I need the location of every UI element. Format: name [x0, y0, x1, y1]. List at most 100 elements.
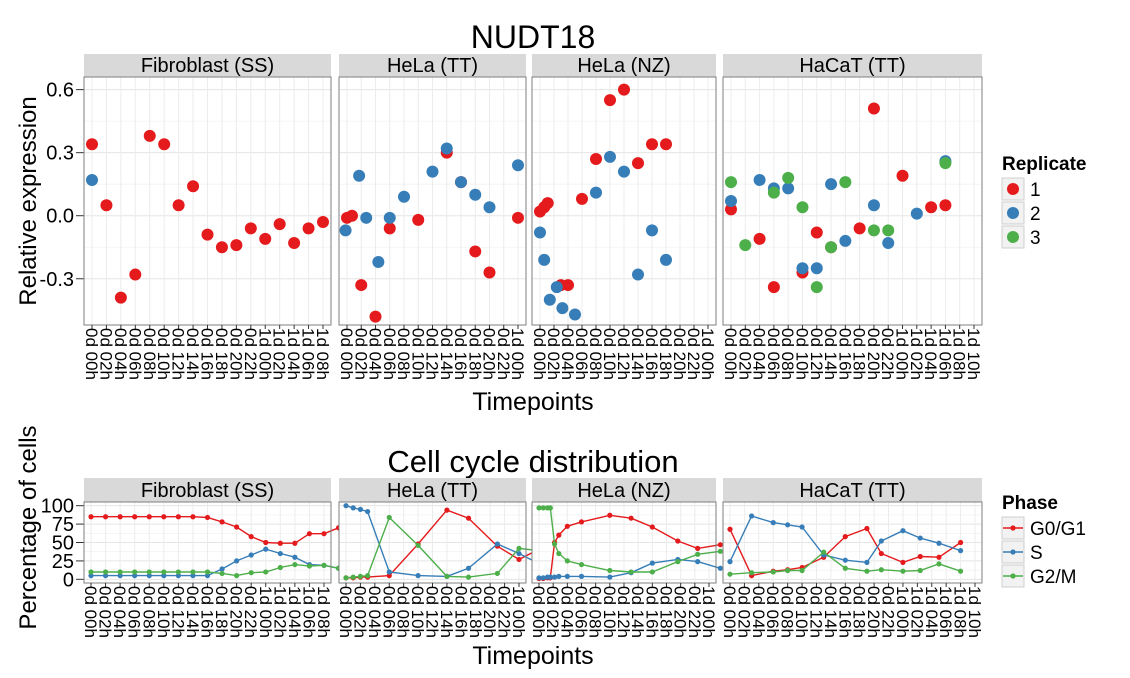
data-point	[717, 565, 723, 571]
data-point	[810, 281, 823, 294]
legend-swatch	[1010, 525, 1016, 531]
y-tick-label: 75	[52, 514, 74, 536]
data-point	[516, 550, 522, 557]
x-tick-label: 0d 00h	[530, 328, 549, 380]
x-tick-label: 0d 04h	[558, 328, 577, 380]
x-tick-label: 0d 14h	[183, 328, 202, 380]
data-point	[556, 550, 562, 557]
data-point	[426, 165, 439, 178]
legend-label: 1	[1030, 180, 1041, 201]
data-point	[190, 514, 196, 520]
x-tick-label: 0d 22h	[684, 328, 703, 380]
x-tick-label: 1d 00h	[255, 328, 274, 380]
data-point	[810, 226, 823, 239]
data-point	[564, 573, 570, 579]
data-point	[770, 569, 776, 575]
data-point	[796, 201, 809, 214]
data-point	[263, 539, 269, 546]
data-point	[383, 222, 396, 235]
data-point	[925, 201, 938, 214]
data-point	[649, 560, 655, 566]
data-point	[146, 569, 152, 575]
x-tick-label: 0d 22h	[241, 328, 260, 380]
data-point	[796, 262, 809, 275]
x-tick-label: 0d 12h	[614, 328, 633, 380]
data-point	[842, 565, 848, 571]
x-tick-label: 0d 16h	[835, 586, 854, 638]
facet-strip	[84, 478, 331, 502]
data-point	[440, 142, 453, 155]
y-tick-label: -0.3	[40, 269, 74, 291]
x-tick-label: 0d 18h	[657, 586, 676, 638]
data-point	[412, 213, 425, 226]
data-point	[365, 573, 371, 579]
data-point	[357, 506, 364, 512]
x-tick-label: 1d 00h	[509, 586, 528, 638]
data-point	[102, 573, 109, 579]
x-tick-label: 1d 02h	[270, 328, 289, 380]
data-point	[695, 559, 701, 565]
data-point	[277, 564, 283, 571]
x-tick-label: 0d 06h	[125, 328, 144, 380]
data-point	[415, 573, 421, 579]
data-point	[917, 553, 923, 560]
x-tick-label: 0d 08h	[778, 328, 797, 380]
x-tick-label: 0d 20h	[227, 586, 246, 638]
data-point	[383, 211, 396, 224]
data-point	[749, 570, 755, 576]
data-point	[469, 245, 482, 258]
data-point	[102, 569, 109, 575]
data-point	[190, 573, 196, 579]
x-tick-label: 1d 00h	[508, 328, 527, 380]
y-tick-label: 0	[63, 569, 74, 591]
y-tick-label: 50	[52, 533, 74, 555]
data-point	[117, 569, 123, 575]
data-point	[102, 514, 109, 520]
data-point	[132, 573, 138, 579]
x-tick-label: 1d 04h	[921, 328, 940, 380]
data-point	[306, 531, 313, 537]
panel-border	[722, 76, 983, 326]
data-point	[564, 523, 570, 529]
data-point	[867, 199, 880, 212]
data-point	[234, 558, 240, 564]
facet-strip	[532, 54, 716, 77]
data-point	[725, 195, 737, 207]
x-tick-label: 0d 06h	[763, 586, 782, 638]
legend-label: G0/G1	[1030, 519, 1086, 540]
data-point	[244, 222, 257, 235]
data-point	[853, 222, 866, 235]
data-point	[146, 573, 152, 579]
data-point	[562, 279, 574, 292]
data-point	[536, 505, 542, 511]
data-point	[646, 138, 658, 151]
x-axis-title: Timepoints	[472, 388, 593, 416]
facet-strip-label: HaCaT (TT)	[799, 480, 905, 502]
data-point	[799, 524, 805, 530]
data-point	[767, 281, 780, 294]
x-tick-label: 0d 14h	[821, 586, 840, 638]
x-tick-label: 0d 22h	[879, 586, 898, 638]
data-point	[277, 550, 283, 557]
x-tick-label: 0d 12h	[423, 328, 442, 380]
data-point	[646, 224, 658, 237]
x-tick-label: 1d 06h	[936, 586, 955, 638]
data-point	[649, 569, 655, 575]
data-point	[187, 180, 200, 193]
data-point	[782, 171, 795, 184]
facet-strip	[339, 54, 526, 77]
data-point	[114, 291, 127, 304]
data-point	[88, 514, 94, 520]
data-point	[882, 224, 895, 237]
x-tick-label: 0d 00h	[81, 586, 100, 638]
x-tick-label: 0d 16h	[451, 328, 470, 380]
y-axis-title: Relative expression	[15, 96, 42, 305]
x-tick-label: 0d 22h	[241, 586, 260, 638]
x-tick-label: 0d 12h	[423, 586, 442, 638]
data-point	[538, 253, 551, 266]
data-point	[727, 559, 733, 565]
x-tick-label: 0d 02h	[735, 328, 754, 380]
x-tick-label: 0d 10h	[408, 586, 427, 638]
data-point	[910, 207, 923, 220]
